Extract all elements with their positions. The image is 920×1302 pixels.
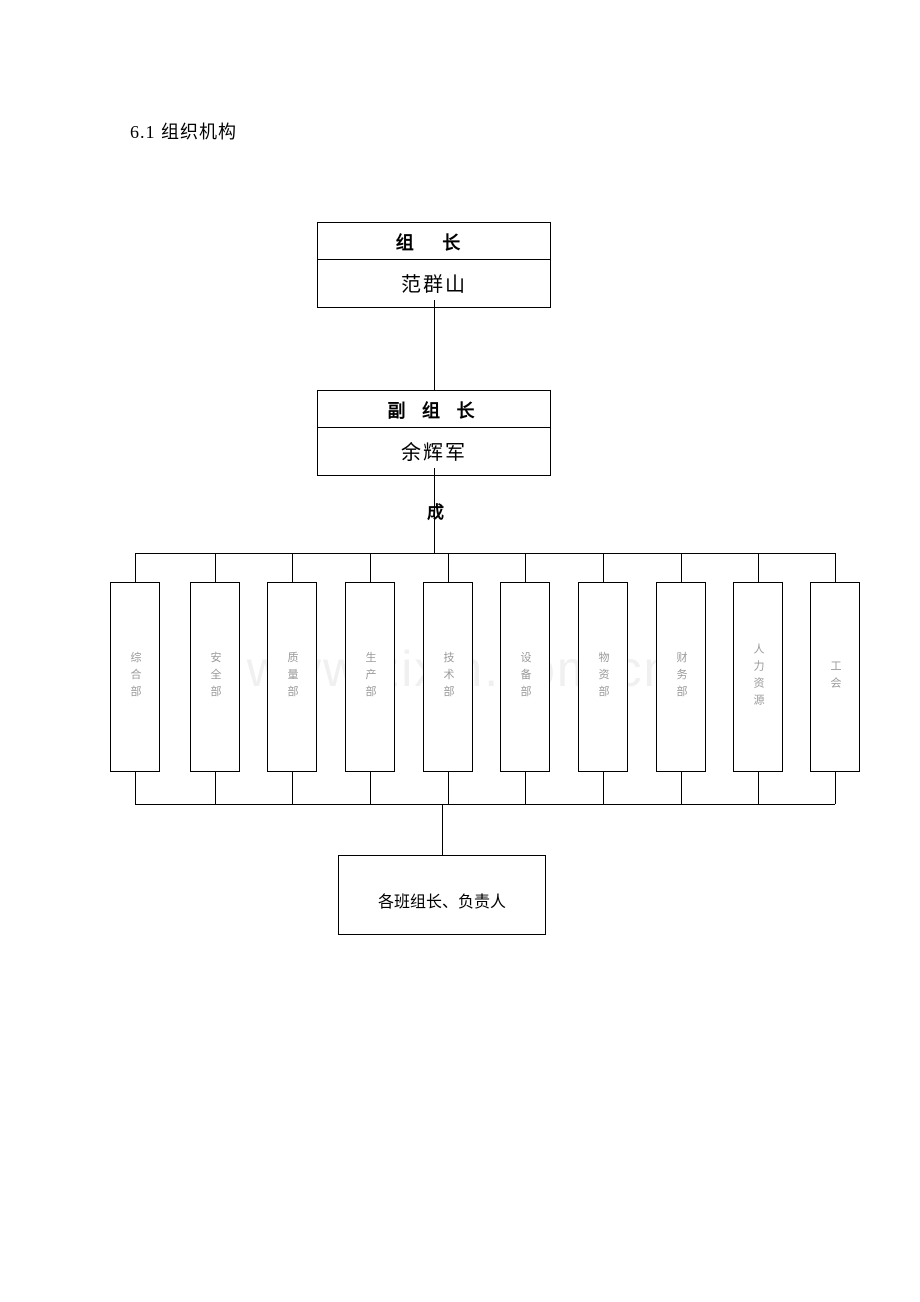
org-member-box: 物资部 — [578, 582, 628, 772]
connector-line — [448, 772, 449, 804]
connector-line — [135, 804, 835, 805]
org-bottom-label: 各班组长、负责人 — [378, 894, 506, 911]
org-bottom-box: 各班组长、负责人 — [338, 855, 546, 935]
org-member-box: 设备部 — [500, 582, 550, 772]
connector-line — [215, 553, 216, 582]
org-member-label: 工会 — [827, 660, 843, 694]
org-leader-box: 组 长 范群山 — [317, 222, 551, 308]
connector-line — [292, 772, 293, 804]
connector-line — [835, 553, 836, 582]
connector-line — [292, 553, 293, 582]
org-member-label: 成 — [427, 498, 444, 523]
org-leader-name: 范群山 — [318, 260, 550, 307]
connector-line — [681, 772, 682, 804]
org-member-label: 人力资源 — [750, 643, 766, 711]
org-deputy-role: 副 组 长 — [318, 391, 550, 428]
connector-line — [135, 553, 835, 554]
org-member-box: 技术部 — [423, 582, 473, 772]
org-member-label: 技术部 — [440, 652, 456, 703]
org-member-box: 人力资源 — [733, 582, 783, 772]
org-member-label: 综合部 — [127, 652, 143, 703]
connector-line — [215, 772, 216, 804]
connector-line — [448, 553, 449, 582]
org-deputy-name: 余辉军 — [318, 428, 550, 475]
org-member-label: 物资部 — [595, 652, 611, 703]
org-member-box: 安全部 — [190, 582, 240, 772]
org-member-box: 质量部 — [267, 582, 317, 772]
connector-line — [835, 772, 836, 804]
connector-line — [525, 772, 526, 804]
org-member-box: 综合部 — [110, 582, 160, 772]
connector-line — [758, 553, 759, 582]
connector-line — [525, 553, 526, 582]
page-title: 6.1 组织机构 — [130, 118, 237, 144]
org-member-label: 质量部 — [284, 652, 300, 703]
org-member-box: 工会 — [810, 582, 860, 772]
org-member-label: 财务部 — [673, 652, 689, 703]
connector-line — [681, 553, 682, 582]
org-member-label: 设备部 — [517, 652, 533, 703]
connector-line — [135, 553, 136, 582]
connector-line — [442, 804, 443, 855]
connector-line — [135, 772, 136, 804]
connector-line — [370, 553, 371, 582]
org-leader-role: 组 长 — [318, 223, 550, 260]
connector-line — [603, 772, 604, 804]
connector-line — [370, 772, 371, 804]
connector-line — [603, 553, 604, 582]
org-member-box: 财务部 — [656, 582, 706, 772]
connector-line — [758, 772, 759, 804]
org-member-label: 生产部 — [362, 652, 378, 703]
org-member-label: 安全部 — [207, 652, 223, 703]
org-member-box: 生产部 — [345, 582, 395, 772]
org-deputy-box: 副 组 长 余辉军 — [317, 390, 551, 476]
connector-line — [434, 300, 435, 390]
